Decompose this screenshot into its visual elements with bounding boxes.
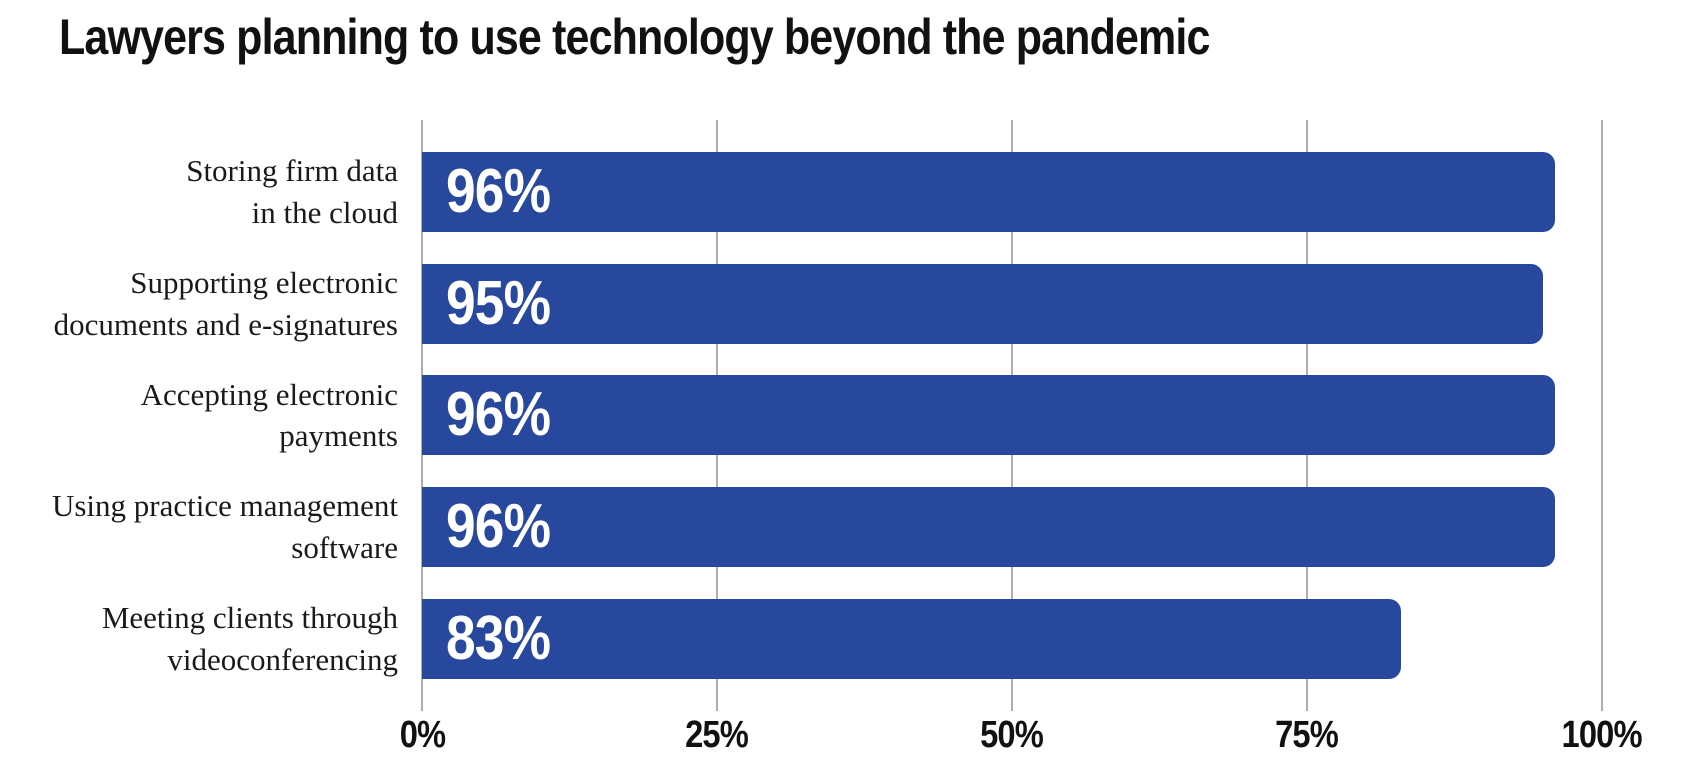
category-label: Using practice management software bbox=[0, 487, 398, 567]
bar-value-label: 95% bbox=[446, 268, 551, 338]
x-axis-tick-label: 25% bbox=[685, 714, 750, 756]
category-label: Meeting clients through videoconferencing bbox=[0, 599, 398, 679]
bar: 96% bbox=[422, 375, 1555, 456]
x-axis-tick-label: 0% bbox=[399, 714, 445, 756]
bar: 95% bbox=[422, 263, 1543, 344]
x-axis-tick-label: 100% bbox=[1561, 714, 1643, 756]
bar-value-label: 83% bbox=[446, 603, 551, 673]
category-label-text: Accepting electronic payments bbox=[140, 376, 398, 454]
category-label: Storing firm data in the cloud bbox=[0, 152, 398, 232]
bar-value-label: 96% bbox=[446, 380, 551, 450]
gridline-100% bbox=[1601, 120, 1603, 711]
bar-value-label: 96% bbox=[446, 492, 551, 562]
category-label: Accepting electronic payments bbox=[0, 375, 398, 455]
bar: 96% bbox=[422, 487, 1555, 568]
x-axis-tick-label: 75% bbox=[1275, 714, 1340, 756]
category-label: Supporting electronic documents and e-sig… bbox=[0, 264, 398, 344]
bar: 96% bbox=[422, 152, 1555, 232]
chart-title-text: Lawyers planning to use technology beyon… bbox=[59, 9, 1210, 65]
category-label-text: Storing firm data in the cloud bbox=[186, 153, 398, 230]
category-label-text: Using practice management software bbox=[51, 488, 398, 566]
chart-title: Lawyers planning to use technology beyon… bbox=[59, 8, 1397, 66]
x-axis-tick-label: 50% bbox=[980, 714, 1045, 756]
bar: 83% bbox=[422, 598, 1402, 679]
bar-value-label: 96% bbox=[446, 157, 551, 226]
category-label-text: Meeting clients through videoconferencing bbox=[101, 599, 398, 677]
category-label-text: Supporting electronic documents and e-sig… bbox=[53, 264, 398, 342]
